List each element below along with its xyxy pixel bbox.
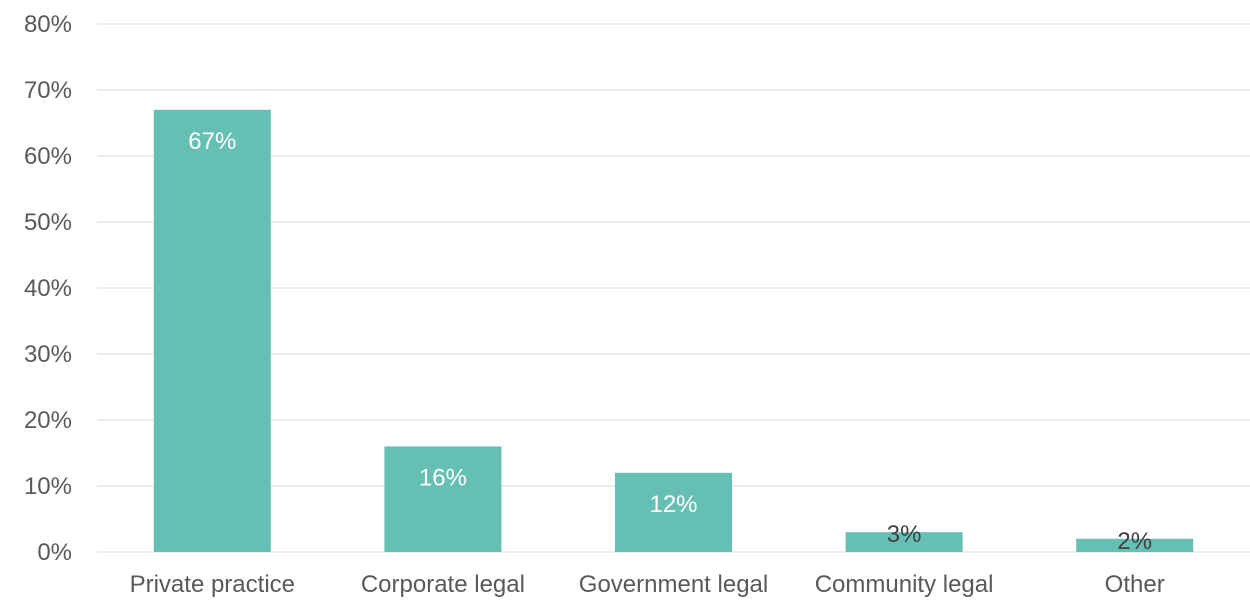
y-tick-label: 0% [37,539,72,566]
y-tick-label: 10% [24,473,72,500]
y-tick-label: 20% [24,407,72,434]
bar-other [1076,538,1194,552]
data-label: 67% [188,128,236,155]
x-tick-label: Private practice [130,571,295,598]
bars [153,109,1194,553]
data-labels: 67% 16% 12% 3% 2% [188,128,1152,555]
bar-community-legal [845,532,963,552]
x-tick-label: Community legal [815,571,994,598]
y-tick-label: 30% [24,341,72,368]
y-tick-label: 40% [24,275,72,302]
x-tick-label: Government legal [579,571,768,598]
y-tick-label: 70% [24,77,72,104]
data-label: 12% [649,491,697,518]
y-tick-label: 60% [24,143,72,170]
x-tick-label: Other [1105,571,1165,598]
y-axis: 0% 10% 20% 30% 40% 50% 60% 70% 80% [24,11,72,566]
gridlines [97,23,1250,553]
bar-corporate-legal [384,446,502,552]
x-axis: Private practice Corporate legal Governmen… [130,571,1165,598]
y-tick-label: 50% [24,209,72,236]
x-tick-label: Corporate legal [361,571,525,598]
y-tick-label: 80% [24,11,72,38]
bar-government-legal [615,472,732,552]
data-label: 3% [887,521,922,548]
bar-private-practice [153,109,271,553]
data-label: 2% [1117,528,1152,555]
data-label: 16% [419,464,467,491]
